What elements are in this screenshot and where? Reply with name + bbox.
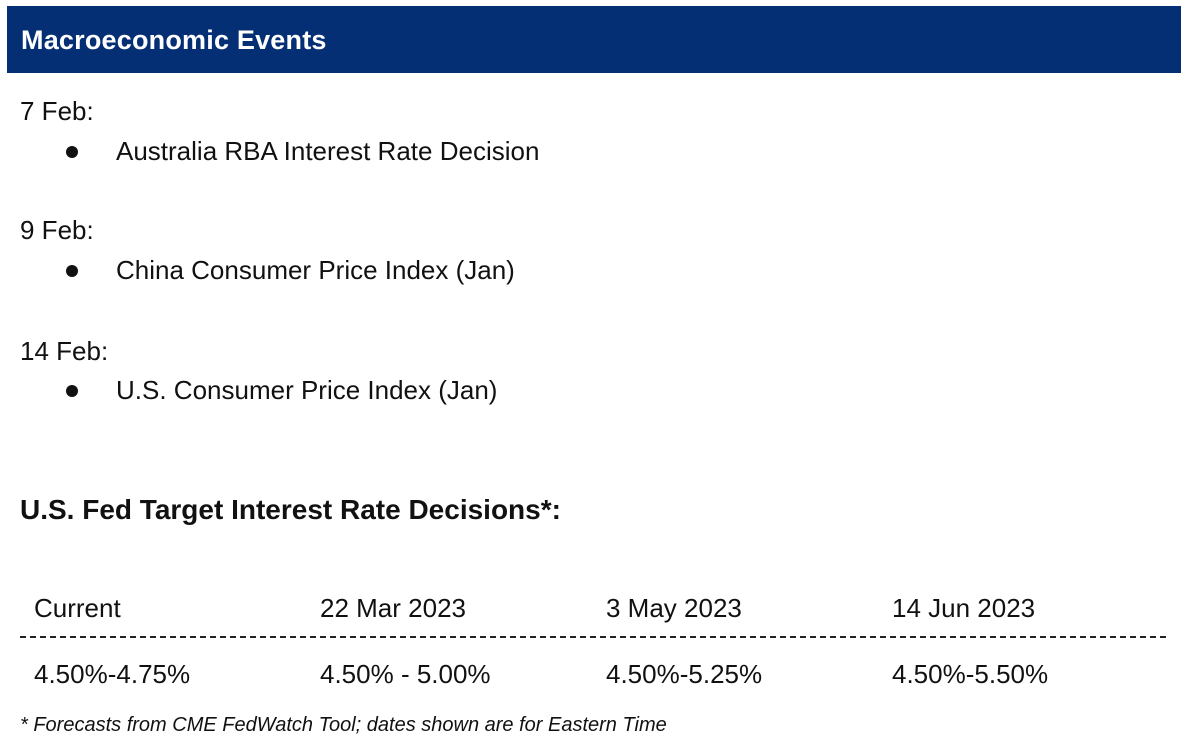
table-cell: 4.50% - 5.00%	[320, 658, 491, 689]
fed-rate-table: Current 22 Mar 2023 3 May 2023 14 Jun 20…	[20, 586, 1166, 696]
table-header-cell: 14 Jun 2023	[892, 592, 1036, 623]
table-header-cell: 22 Mar 2023	[320, 592, 466, 623]
event-item: China Consumer Price Index (Jan)	[66, 255, 515, 286]
footnote: * Forecasts from CME FedWatch Tool; date…	[20, 714, 667, 736]
event-item-label: China Consumer Price Index (Jan)	[116, 255, 515, 285]
event-date: 9 Feb:	[20, 215, 94, 245]
section-title: Macroeconomic Events	[21, 25, 327, 55]
event-date: 14 Feb:	[20, 336, 109, 366]
table-row: 4.50%-4.75% 4.50% - 5.00% 4.50%-5.25% 4.…	[20, 652, 1166, 696]
event-item: Australia RBA Interest Rate Decision	[66, 136, 539, 167]
table-cell: 4.50%-4.75%	[34, 658, 191, 689]
table-cell: 4.50%-5.25%	[606, 658, 763, 689]
dashed-divider	[20, 636, 1166, 638]
event-item-label: Australia RBA Interest Rate Decision	[116, 136, 540, 166]
table-header-cell: Current	[34, 592, 121, 623]
bullet-icon	[66, 264, 78, 277]
section-header: Macroeconomic Events	[7, 6, 1181, 73]
table-header-cell: 3 May 2023	[606, 592, 742, 623]
table-cell: 4.50%-5.50%	[892, 658, 1049, 689]
event-item-label: U.S. Consumer Price Index (Jan)	[116, 375, 498, 405]
event-item: U.S. Consumer Price Index (Jan)	[66, 375, 497, 406]
bullet-icon	[66, 384, 78, 397]
bullet-icon	[66, 145, 78, 158]
table-header-row: Current 22 Mar 2023 3 May 2023 14 Jun 20…	[20, 586, 1166, 630]
event-date: 7 Feb:	[20, 96, 94, 126]
fed-rate-title: U.S. Fed Target Interest Rate Decisions*…	[20, 494, 561, 525]
